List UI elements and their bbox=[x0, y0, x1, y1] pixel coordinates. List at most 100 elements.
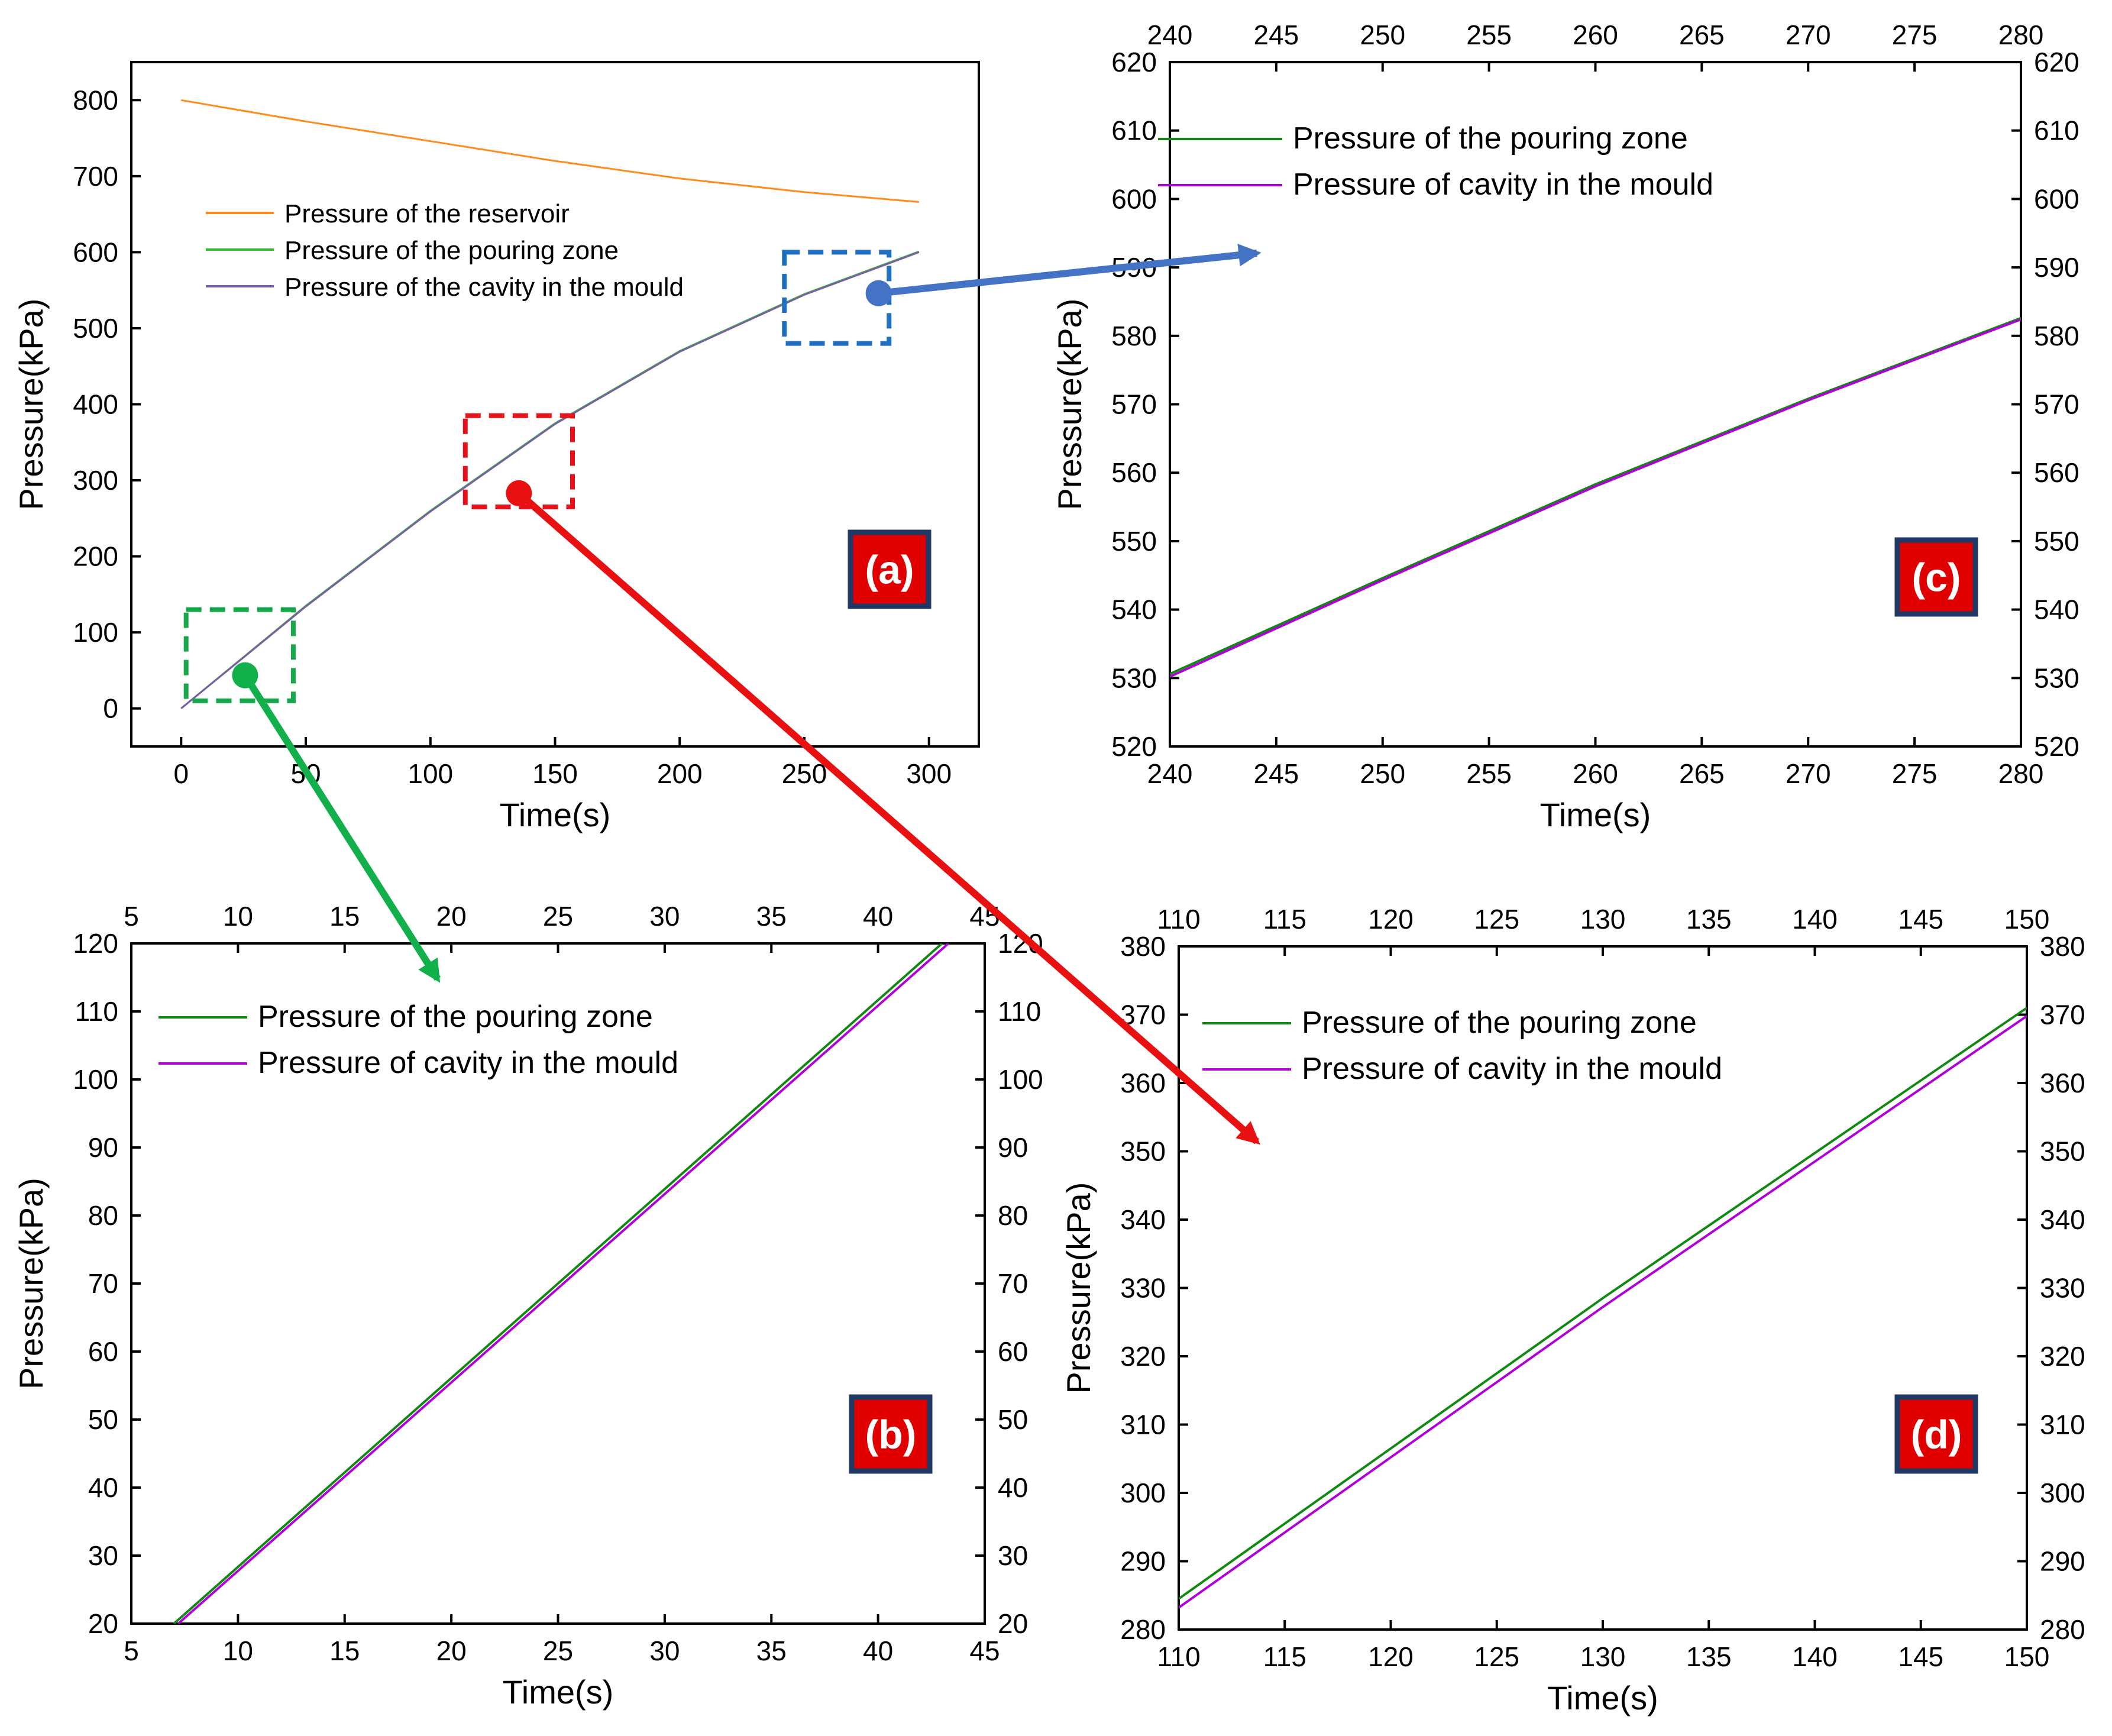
x-top-tick-label: 255 bbox=[1466, 20, 1512, 50]
y-right-tick-label: 540 bbox=[2034, 594, 2079, 625]
x-tick-label: 140 bbox=[1792, 1641, 1838, 1672]
y-tick-label: 80 bbox=[88, 1200, 118, 1231]
y-tick-label: 380 bbox=[1120, 931, 1166, 962]
x-top-tick-label: 30 bbox=[649, 901, 680, 932]
x-tick-label: 245 bbox=[1254, 758, 1299, 789]
panel-badge-label: (b) bbox=[865, 1412, 917, 1457]
x-top-tick-label: 145 bbox=[1898, 904, 1943, 935]
legend-b: Pressure of the pouring zone Pressure of … bbox=[159, 1000, 678, 1080]
zoom-arrow-origin-dot bbox=[506, 480, 532, 506]
y-tick-label: 300 bbox=[1120, 1478, 1166, 1508]
y-tick-label: 40 bbox=[88, 1472, 118, 1503]
x-tick-label: 0 bbox=[173, 758, 189, 789]
x-top-tick-label: 140 bbox=[1792, 904, 1838, 935]
y-right-tick-label: 70 bbox=[998, 1268, 1028, 1299]
y-tick-label: 600 bbox=[1111, 183, 1157, 214]
series-line-pressure-of-the-pouring-zone bbox=[1170, 316, 2021, 675]
y-tick-label: 90 bbox=[88, 1132, 118, 1163]
series-line-pressure-of-the-pouring-zone bbox=[180, 250, 920, 709]
y-right-tick-label: 560 bbox=[2034, 457, 2079, 488]
x-top-tick-label: 115 bbox=[1263, 904, 1306, 935]
y-tick-label: 350 bbox=[1120, 1136, 1166, 1167]
x-top-tick-label: 110 bbox=[1157, 904, 1200, 935]
x-tick-label: 150 bbox=[2004, 1641, 2050, 1672]
y-tick-label: 570 bbox=[1111, 389, 1157, 420]
y-right-tick-label: 300 bbox=[2040, 1478, 2085, 1508]
y-right-tick-label: 360 bbox=[2040, 1068, 2085, 1098]
x-top-tick-label: 135 bbox=[1686, 904, 1732, 935]
y-right-tick-label: 80 bbox=[998, 1200, 1028, 1231]
x-top-tick-label: 40 bbox=[863, 901, 893, 932]
y-right-tick-label: 580 bbox=[2034, 321, 2079, 351]
legend-d: Pressure of the pouring zone Pressure of … bbox=[1202, 1006, 1722, 1086]
y-tick-label: 400 bbox=[73, 389, 118, 420]
x-top-tick-label: 245 bbox=[1254, 20, 1299, 50]
x-top-tick-label: 275 bbox=[1892, 20, 1938, 50]
legend-label: Pressure of cavity in the mould bbox=[258, 1046, 678, 1080]
zoom-arrow-origin-dot bbox=[865, 280, 892, 306]
x-tick-label: 5 bbox=[124, 1635, 139, 1666]
y-tick-label: 300 bbox=[73, 465, 118, 496]
x-top-tick-label: 270 bbox=[1786, 20, 1831, 50]
series-line-pressure-of-the-reservoir bbox=[181, 99, 919, 203]
y-tick-label: 530 bbox=[1111, 662, 1157, 693]
y-right-tick-label: 550 bbox=[2034, 526, 2079, 557]
x-tick-label: 200 bbox=[657, 758, 703, 789]
legend-label: Pressure of cavity in the mould bbox=[1302, 1052, 1722, 1086]
series-line-pressure-of-the-pouring-zone bbox=[173, 943, 943, 1624]
x-tick-label: 240 bbox=[1147, 758, 1193, 789]
legend-a: Pressure of the reservoir Pressure of the… bbox=[206, 199, 684, 302]
legend-label: Pressure of the cavity in the mould bbox=[284, 273, 684, 302]
y-tick-label: 700 bbox=[73, 161, 118, 192]
chart-d: 110 110 115 115 120 120 125 125 130 130 135 135 140 1… bbox=[1060, 904, 2085, 1716]
y-right-tick-label: 380 bbox=[2040, 931, 2085, 962]
y-right-tick-label: 90 bbox=[998, 1132, 1028, 1163]
x-tick-label: 35 bbox=[756, 1635, 787, 1666]
x-tick-label: 10 bbox=[223, 1635, 253, 1666]
y-tick-label: 200 bbox=[73, 541, 118, 572]
x-top-tick-label: 265 bbox=[1679, 20, 1725, 50]
x-axis-label: Time(s) bbox=[500, 796, 611, 833]
y-tick-label: 20 bbox=[88, 1608, 118, 1639]
series-line-pressure-of-the-pouring-zone bbox=[1179, 1007, 2027, 1600]
zoom-arrow-d bbox=[516, 490, 1260, 1145]
y-right-tick-label: 290 bbox=[2040, 1546, 2085, 1577]
y-right-tick-label: 50 bbox=[998, 1404, 1028, 1435]
x-top-tick-label: 20 bbox=[436, 901, 467, 932]
x-tick-label: 265 bbox=[1679, 758, 1725, 789]
y-tick-label: 310 bbox=[1120, 1410, 1166, 1440]
y-tick-label: 340 bbox=[1120, 1204, 1166, 1235]
y-tick-label: 60 bbox=[88, 1336, 118, 1367]
y-tick-label: 620 bbox=[1111, 47, 1157, 77]
y-right-tick-label: 570 bbox=[2034, 389, 2079, 420]
y-tick-label: 600 bbox=[73, 237, 118, 267]
y-tick-label: 540 bbox=[1111, 594, 1157, 625]
x-tick-label: 300 bbox=[906, 758, 952, 789]
x-tick-label: 20 bbox=[436, 1635, 467, 1666]
x-top-tick-label: 5 bbox=[124, 901, 139, 932]
zoom-arrow-origin-dot bbox=[232, 662, 258, 688]
plot-frame-c bbox=[1169, 61, 2022, 748]
y-right-tick-label: 370 bbox=[2040, 1000, 2085, 1030]
x-top-tick-label: 15 bbox=[329, 901, 360, 932]
x-tick-label: 115 bbox=[1263, 1641, 1306, 1672]
y-tick-label: 800 bbox=[73, 85, 118, 115]
x-axis-label: Time(s) bbox=[1547, 1679, 1658, 1716]
y-tick-label: 550 bbox=[1111, 526, 1157, 557]
y-right-tick-label: 60 bbox=[998, 1336, 1028, 1367]
y-right-tick-label: 30 bbox=[998, 1540, 1028, 1571]
y-right-tick-label: 110 bbox=[998, 996, 1041, 1027]
x-top-tick-label: 25 bbox=[543, 901, 573, 932]
chart-c: 240 240 245 245 250 250 255 255 260 260 265 265 270 2… bbox=[1051, 20, 2079, 833]
x-tick-label: 255 bbox=[1466, 758, 1512, 789]
zoom-arrow-b bbox=[242, 673, 441, 983]
x-tick-label: 280 bbox=[1998, 758, 2044, 789]
panel-badge-d bbox=[1894, 1394, 1978, 1474]
legend-label: Pressure of the pouring zone bbox=[258, 1000, 653, 1034]
y-axis-label: Pressure(kPa) bbox=[12, 299, 50, 510]
y-right-tick-label: 100 bbox=[998, 1064, 1043, 1095]
zoom-box-b bbox=[183, 607, 296, 703]
x-tick-label: 120 bbox=[1368, 1641, 1414, 1672]
x-top-tick-label: 35 bbox=[756, 901, 787, 932]
